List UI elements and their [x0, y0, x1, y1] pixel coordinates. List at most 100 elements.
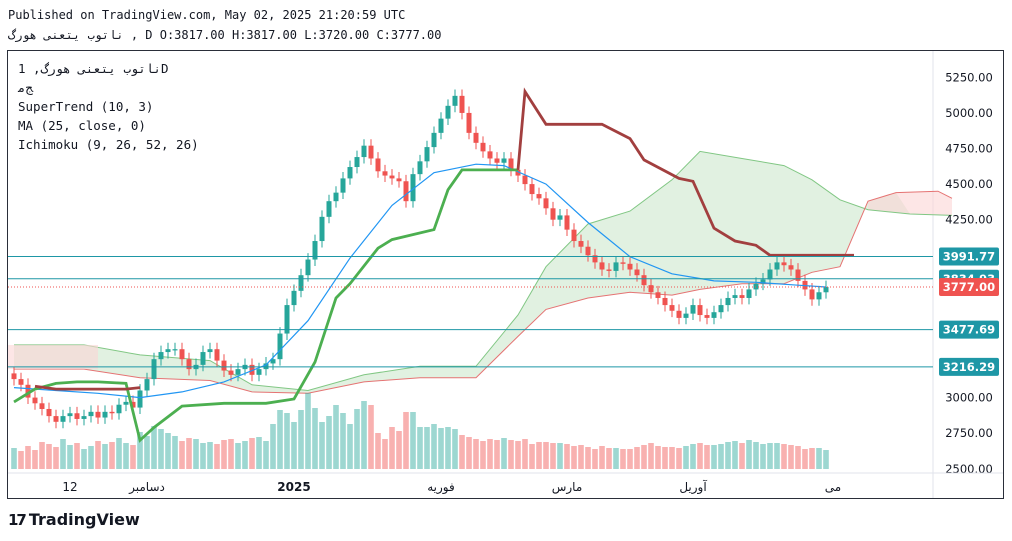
- price-chart[interactable]: 3991.773834.933477.693216.293777.002500.…: [8, 51, 1003, 498]
- volume-bar: [375, 433, 381, 469]
- candle-body: [438, 118, 444, 133]
- candle-body: [305, 259, 311, 276]
- volume-bar: [459, 435, 465, 469]
- candle-body: [599, 262, 605, 270]
- volume-bar: [816, 448, 822, 469]
- volume-bar: [396, 431, 402, 469]
- volume-bar: [774, 443, 780, 469]
- volume-bar: [368, 405, 374, 469]
- volume-bar: [88, 446, 94, 469]
- volume-bar: [291, 422, 297, 469]
- candle-body: [144, 379, 150, 391]
- candle-body: [480, 142, 486, 152]
- candle-body: [32, 397, 38, 404]
- legend-ichimoku: Ichimoku (9, 26, 52, 26): [18, 137, 199, 152]
- volume-bar: [438, 428, 444, 469]
- candle-body: [102, 411, 108, 418]
- x-tick-label: دسامبر: [128, 480, 165, 495]
- volume-bar: [718, 444, 724, 469]
- volume-bar: [557, 443, 563, 469]
- volume-bar: [151, 426, 157, 469]
- volume-bar: [543, 442, 549, 469]
- candle-body: [459, 95, 465, 113]
- candle-body: [795, 269, 801, 281]
- volume-bar: [823, 450, 829, 469]
- y-tick-label: 3000.00: [945, 391, 993, 405]
- candle-body: [662, 297, 668, 306]
- volume-bar: [186, 438, 192, 469]
- candle-body: [312, 241, 318, 260]
- volume-bar: [704, 445, 710, 469]
- candle-body: [151, 359, 157, 380]
- candle-body: [823, 287, 829, 293]
- candle-body: [130, 401, 136, 408]
- candle-body: [354, 157, 360, 168]
- y-tick-label: 4250.00: [945, 213, 993, 227]
- volume-bar: [732, 441, 738, 469]
- candle-body: [207, 349, 213, 353]
- volume-bar: [417, 427, 423, 469]
- candle-body: [613, 262, 619, 271]
- volume-bar: [620, 449, 626, 469]
- candle-body: [697, 305, 703, 316]
- volume-bar: [753, 442, 759, 469]
- candle-body: [536, 194, 542, 199]
- volume-bar: [746, 440, 752, 469]
- volume-bar: [179, 441, 185, 469]
- volume-bar: [249, 438, 255, 469]
- volume-bar: [109, 442, 115, 469]
- volume-bar: [725, 442, 731, 469]
- candle-body: [25, 384, 31, 398]
- volume-bar: [130, 445, 136, 469]
- legend-supertrend: SuperTrend (10, 3): [18, 99, 154, 114]
- volume-bar: [550, 443, 556, 469]
- volume-bar: [67, 445, 73, 469]
- candle-body: [270, 359, 276, 364]
- candle-body: [522, 175, 528, 185]
- candle-body: [109, 411, 115, 414]
- volume-bar: [529, 444, 535, 469]
- candle-body: [95, 411, 101, 418]
- volume-bar: [305, 393, 311, 469]
- candle-body: [445, 105, 451, 119]
- volume-bar: [263, 441, 269, 469]
- candle-body: [592, 255, 598, 263]
- candle-body: [767, 269, 773, 280]
- candle-body: [809, 289, 815, 300]
- candle-body: [781, 262, 787, 266]
- volume-bar: [788, 445, 794, 469]
- candle-body: [235, 369, 241, 375]
- candle-body: [158, 352, 164, 360]
- volume-bar: [585, 447, 591, 469]
- volume-bar: [389, 427, 395, 469]
- candle-body: [466, 112, 472, 133]
- candle-body: [816, 292, 822, 300]
- legend-symbol: ناتوب يتعنی هورگ, 1D: [18, 61, 169, 76]
- volume-bar: [655, 446, 661, 469]
- volume-bar: [739, 443, 745, 469]
- chart-frame: 3991.773834.933477.693216.293777.002500.…: [7, 50, 1004, 499]
- candle-body: [396, 178, 402, 182]
- volume-bar: [522, 439, 528, 469]
- volume-bar: [662, 447, 668, 469]
- brand-name: TradingView: [28, 510, 140, 529]
- volume-bar: [648, 443, 654, 469]
- candle-body: [326, 201, 332, 217]
- ichimoku-cloud-bullish: [14, 151, 910, 394]
- candle-body: [389, 175, 395, 179]
- volume-bar: [403, 412, 409, 469]
- candle-body: [375, 158, 381, 172]
- candle-body: [718, 305, 724, 313]
- volume-bar: [137, 432, 143, 469]
- y-tick-label: 2750.00: [945, 426, 993, 440]
- volume-bar: [11, 448, 17, 469]
- volume-bar: [172, 436, 178, 469]
- tradingview-logo-icon: 17: [8, 510, 27, 529]
- candle-body: [53, 416, 59, 422]
- volume-bar: [480, 441, 486, 469]
- candle-body: [515, 169, 521, 176]
- supertrend-up-line: [13, 168, 518, 443]
- volume-bar: [207, 442, 213, 469]
- candle-body: [284, 305, 290, 334]
- candle-body: [67, 413, 73, 417]
